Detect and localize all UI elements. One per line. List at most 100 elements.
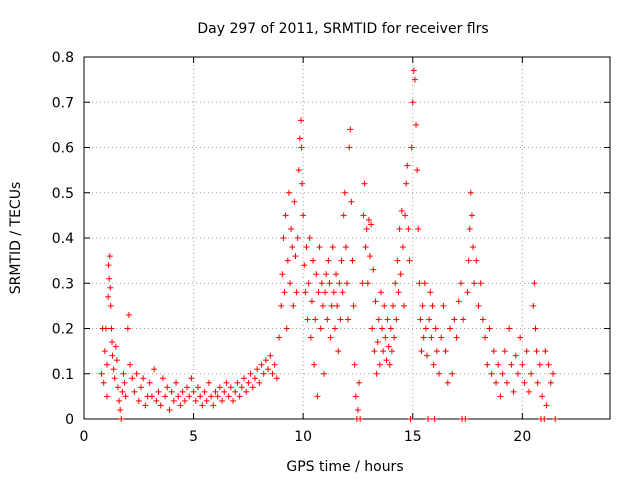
data-point (475, 302, 482, 309)
data-point (367, 253, 374, 260)
data-point (357, 416, 364, 422)
data-point (295, 167, 302, 174)
data-point (232, 388, 239, 395)
data-point (404, 162, 411, 169)
data-point (121, 379, 128, 386)
data-point (406, 257, 413, 264)
data-point (508, 361, 515, 368)
data-point (442, 348, 449, 355)
plot-frame (83, 56, 611, 420)
data-point (349, 257, 356, 264)
data-point (393, 316, 400, 323)
data-point (466, 225, 473, 232)
data-point (397, 271, 404, 278)
data-point (117, 406, 124, 413)
data-point (326, 280, 333, 287)
data-point (465, 257, 472, 264)
data-point (550, 370, 557, 377)
data-point (503, 379, 510, 386)
data-point (395, 289, 402, 296)
data-point (146, 379, 153, 386)
data-point (197, 393, 204, 400)
data-point (468, 212, 475, 219)
y-tick-label: 0.1 (52, 367, 74, 383)
data-point (133, 370, 140, 377)
data-point (116, 397, 123, 404)
data-point (199, 402, 206, 409)
data-point (392, 280, 399, 287)
data-point (119, 388, 126, 395)
data-point (368, 221, 375, 228)
data-point (273, 375, 280, 382)
data-point (153, 397, 160, 404)
data-point (307, 334, 314, 341)
data-point (391, 334, 398, 341)
data-point (181, 397, 188, 404)
data-point (285, 189, 292, 196)
data-point (243, 388, 250, 395)
data-point (186, 393, 193, 400)
data-point (385, 343, 392, 350)
data-point (292, 253, 299, 260)
data-point (423, 352, 430, 359)
data-point (258, 361, 265, 368)
data-point (318, 280, 325, 287)
data-point (433, 348, 440, 355)
data-point (541, 416, 548, 422)
x-tick-label: 10 (294, 429, 312, 445)
data-point (105, 293, 112, 300)
data-point (210, 402, 217, 409)
data-point (490, 348, 497, 355)
data-point (184, 384, 191, 391)
data-point (283, 325, 290, 332)
data-point (356, 379, 363, 386)
data-point (289, 244, 296, 251)
data-point (221, 388, 228, 395)
data-point (302, 289, 309, 296)
data-point (124, 325, 131, 332)
data-point (303, 244, 310, 251)
data-point (155, 388, 162, 395)
data-point (384, 316, 391, 323)
data-point (344, 280, 350, 287)
data-point (477, 280, 484, 287)
y-tick-label: 0.2 (52, 322, 74, 338)
data-point (238, 384, 245, 391)
data-point (521, 379, 528, 386)
data-point (455, 298, 462, 305)
data-point (254, 366, 261, 373)
data-point (482, 334, 489, 341)
data-point (98, 370, 105, 377)
data-point (230, 397, 237, 404)
data-point (216, 384, 223, 391)
data-point (317, 325, 324, 332)
data-point (245, 379, 252, 386)
data-point (316, 244, 323, 251)
y-tick-label: 0.6 (52, 141, 74, 157)
chart-title: Day 297 of 2011, SRMTID for receiver flr… (197, 21, 488, 37)
data-point (417, 316, 424, 323)
data-point (408, 144, 415, 151)
data-point (106, 275, 113, 282)
data-point (102, 325, 109, 332)
data-point (205, 379, 212, 386)
data-point (425, 416, 432, 422)
data-point (444, 379, 451, 386)
data-point (225, 393, 232, 400)
data-point (501, 348, 508, 355)
data-point (104, 393, 111, 400)
data-point (352, 393, 359, 400)
data-point (348, 198, 355, 205)
data-point (294, 235, 301, 241)
data-point (372, 298, 379, 305)
x-tick-label: 20 (513, 429, 531, 445)
data-point (390, 302, 397, 309)
data-point (532, 325, 539, 332)
data-point (335, 348, 342, 355)
data-point (413, 121, 420, 128)
data-point (212, 388, 219, 395)
data-point (203, 397, 210, 404)
data-point (328, 302, 335, 309)
data-point (148, 393, 155, 400)
